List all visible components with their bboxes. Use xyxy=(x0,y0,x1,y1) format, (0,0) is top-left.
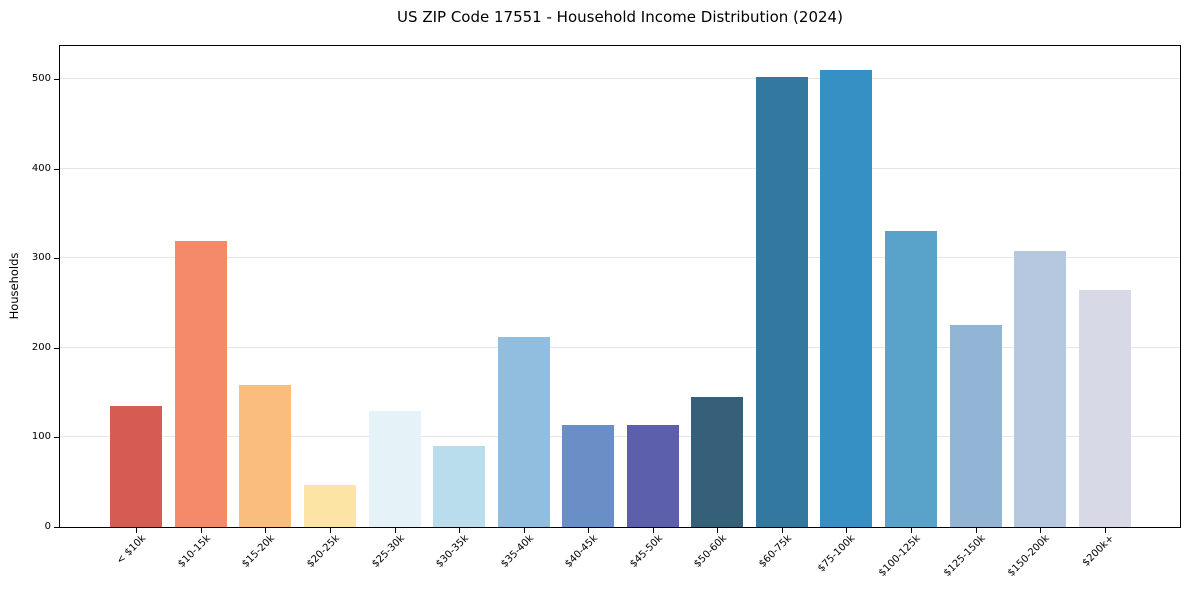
x-tick-mark-$25-30k xyxy=(395,528,396,533)
x-tick-mark-$35-40k xyxy=(524,528,525,533)
bar-$75-100k xyxy=(820,69,873,527)
x-tick-label-$30-35k: $30-35k xyxy=(433,533,471,570)
x-tick-label-$100-125k: $100-125k xyxy=(876,533,923,579)
x-tick-mark-$200k+ xyxy=(1105,528,1106,533)
bar-$10-15k xyxy=(174,241,227,527)
x-tick-label-$25-30k: $25-30k xyxy=(369,533,407,570)
y-tick-mark-100 xyxy=(54,437,59,438)
x-tick-mark-$45-50k xyxy=(653,528,654,533)
gridline-y-200 xyxy=(60,346,1180,348)
x-tick-label-$45-50k: $45-50k xyxy=(627,533,665,570)
x-tick-label-$200k+: $200k+ xyxy=(1080,533,1117,569)
x-tick-label-$125-150k: $125-150k xyxy=(941,533,988,579)
x-tick-mark-$125-150k xyxy=(976,528,977,533)
bar-$45-50k xyxy=(626,424,679,527)
bar-$50-60k xyxy=(691,397,744,527)
y-tick-mark-200 xyxy=(54,348,59,349)
gridline-y-500 xyxy=(60,77,1180,79)
y-tick-mark-400 xyxy=(54,169,59,170)
x-tick-mark-$100-125k xyxy=(911,528,912,533)
x-tick-mark-$50-60k xyxy=(717,528,718,533)
x-tick-label-$20-25k: $20-25k xyxy=(304,533,342,570)
y-tick-label-100: 100 xyxy=(31,431,51,442)
x-tick-label-$15-20k: $15-20k xyxy=(239,533,277,570)
y-tick-label-500: 500 xyxy=(31,73,51,84)
bar-$100-125k xyxy=(885,231,938,527)
y-tick-mark-300 xyxy=(54,258,59,259)
bar-$25-30k xyxy=(368,410,421,527)
x-tick-label-$60-75k: $60-75k xyxy=(756,533,794,570)
x-tick-label-$40-45k: $40-45k xyxy=(562,533,600,570)
x-tick-mark-$15-20k xyxy=(265,528,266,533)
bar-$35-40k xyxy=(497,337,550,527)
gridline-y-400 xyxy=(60,167,1180,169)
x-tick-mark-$20-25k xyxy=(330,528,331,533)
bar-$200k+ xyxy=(1078,290,1131,527)
x-tick-mark-$40-45k xyxy=(588,528,589,533)
x-tick-mark-$75-100k xyxy=(846,528,847,533)
gridline-y-100 xyxy=(60,436,1180,438)
y-tick-mark-0 xyxy=(54,527,59,528)
gridline-y-300 xyxy=(60,257,1180,259)
y-tick-label-200: 200 xyxy=(31,342,51,353)
x-tick-label-$150-200k: $150-200k xyxy=(1005,533,1052,579)
x-tick-mark-$30-35k xyxy=(459,528,460,533)
x-tick-label-$35-40k: $35-40k xyxy=(498,533,536,570)
x-tick-label-< $10k: < $10k xyxy=(114,533,148,567)
y-tick-label-0: 0 xyxy=(44,521,51,532)
y-tick-label-400: 400 xyxy=(31,163,51,174)
bar-$125-150k xyxy=(949,325,1002,527)
bar-$15-20k xyxy=(239,384,292,527)
y-tick-label-300: 300 xyxy=(31,252,51,263)
chart-title: US ZIP Code 17551 - Household Income Dis… xyxy=(397,8,843,26)
y-tick-mark-500 xyxy=(54,79,59,80)
bar-$20-25k xyxy=(303,484,356,527)
x-tick-label-$10-15k: $10-15k xyxy=(175,533,213,570)
bar-$40-45k xyxy=(562,424,615,527)
bar-$60-75k xyxy=(755,77,808,527)
x-tick-mark-$150-200k xyxy=(1040,528,1041,533)
bar-$150-200k xyxy=(1014,250,1067,527)
bar-< $10k xyxy=(110,406,163,527)
x-tick-mark-$10-15k xyxy=(201,528,202,533)
plot-area xyxy=(59,45,1181,528)
x-tick-mark-< $10k xyxy=(136,528,137,533)
x-tick-label-$50-60k: $50-60k xyxy=(691,533,729,570)
x-tick-mark-$60-75k xyxy=(782,528,783,533)
bar-$30-35k xyxy=(433,446,486,527)
x-tick-label-$75-100k: $75-100k xyxy=(816,533,858,575)
